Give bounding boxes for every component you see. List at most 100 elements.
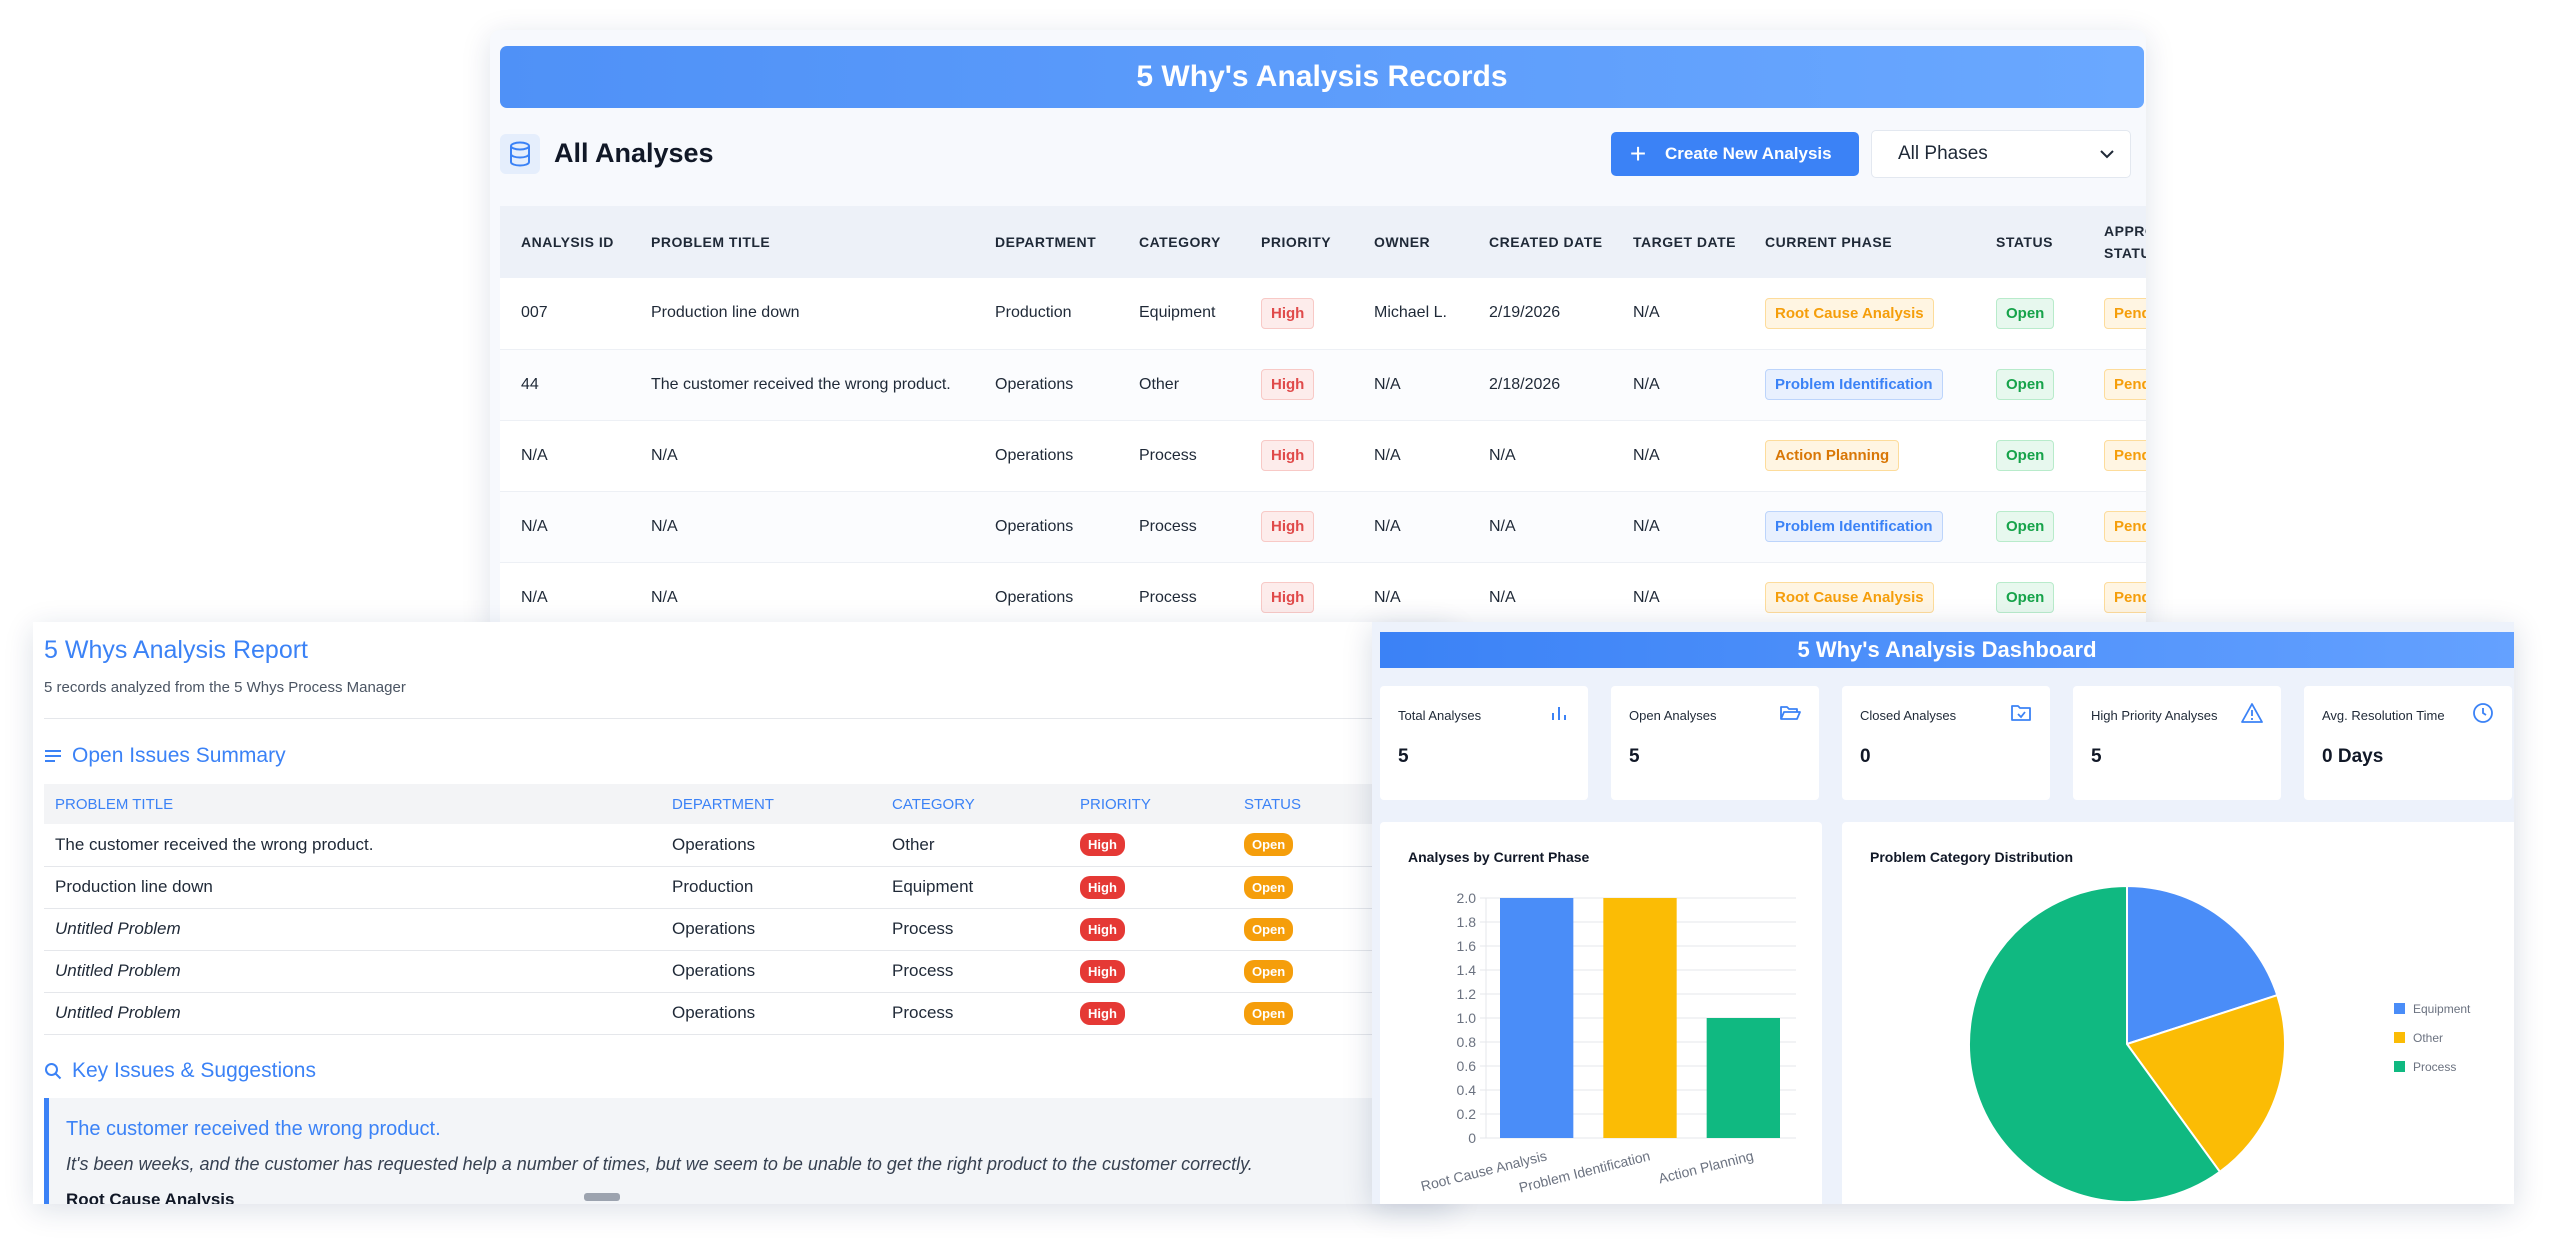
- kpi-total-analyses: Total Analyses 5: [1380, 686, 1588, 800]
- bar[interactable]: [1603, 898, 1677, 1138]
- open-issues-title: Open Issues Summary: [72, 744, 286, 767]
- column-header[interactable]: Current Phase: [1744, 206, 1975, 278]
- status-badge: Open: [1996, 511, 2055, 542]
- column-header[interactable]: Status: [1975, 206, 2083, 278]
- table-row[interactable]: N/A N/A Operations Process High N/A N/A N/A Prob…: [500, 491, 2146, 563]
- status-badge: Open: [1244, 833, 1294, 857]
- y-tick-label: 2.0: [1457, 890, 1477, 906]
- approval-cell: Pending: [2083, 491, 2146, 563]
- category-cell: Process: [881, 908, 1069, 951]
- scroll-thumb[interactable]: [584, 1193, 620, 1201]
- approval-cell: Pending: [2083, 349, 2146, 421]
- kpi-value: 5: [1398, 746, 1409, 767]
- column-header[interactable]: Analysis ID: [500, 206, 630, 278]
- open-issues-header-row: Problem Title Department Category Priority S…: [44, 784, 1444, 824]
- column-header[interactable]: Priority: [1240, 206, 1353, 278]
- callout-section-label: Root Cause Analysis: [66, 1190, 235, 1204]
- pie-slice[interactable]: [1968, 884, 2222, 1203]
- department-cell: Operations: [661, 950, 881, 993]
- y-tick-label: 0: [1468, 1130, 1476, 1146]
- kpi-label: Total Analyses: [1398, 708, 1482, 723]
- records-title: 5 Why's Analysis Records: [500, 46, 2144, 108]
- category-cell: Other: [1118, 349, 1240, 421]
- column-header[interactable]: Created Date: [1468, 206, 1612, 278]
- column-header[interactable]: Target Date: [1612, 206, 1744, 278]
- table-row[interactable]: 007 Production line down Production Equipme…: [500, 278, 2146, 350]
- phase-cell: Problem Identification: [1744, 491, 1975, 563]
- owner-cell: N/A: [1353, 491, 1468, 563]
- target-date-cell: N/A: [1612, 349, 1744, 421]
- status-cell: Open: [1975, 491, 2083, 563]
- created-date-cell: 2/19/2026: [1468, 278, 1612, 350]
- priority-badge: High: [1261, 369, 1315, 400]
- kpi-avg-resolution: Avg. Resolution Time 0 Days: [2304, 686, 2512, 800]
- folder-check-icon: [2011, 705, 2031, 721]
- approval-cell: Pending: [2083, 420, 2146, 492]
- phase-filter-value: All Phases: [1898, 143, 1988, 164]
- status-badge: Open: [1996, 369, 2055, 400]
- problem-title-cell: Untitled Problem: [44, 992, 661, 1035]
- column-header[interactable]: Owner: [1353, 206, 1468, 278]
- analysis-id-cell: N/A: [500, 491, 630, 563]
- column-header[interactable]: Department: [974, 206, 1118, 278]
- table-row[interactable]: N/A N/A Operations Process High N/A N/A N/A Root…: [500, 562, 2146, 630]
- problem-title-cell: The customer received the wrong product.: [630, 349, 974, 421]
- issue-callout: The customer received the wrong product.…: [44, 1098, 1444, 1204]
- table-row[interactable]: N/A N/A Operations Process High N/A N/A N/A Acti…: [500, 420, 2146, 492]
- department-cell: Operations: [661, 908, 881, 951]
- kpi-value: 5: [1629, 746, 1640, 767]
- phase-filter-select[interactable]: All Phases: [1871, 130, 2131, 178]
- column-header[interactable]: Category: [1118, 206, 1240, 278]
- pie-slice[interactable]: [2126, 884, 2279, 1046]
- category-cell: Process: [881, 950, 1069, 993]
- category-cell: Other: [881, 824, 1069, 867]
- bar[interactable]: [1706, 1018, 1780, 1138]
- table-row: Production line down Production Equipment H…: [44, 866, 1444, 909]
- department-cell: Operations: [974, 562, 1118, 630]
- department-cell: Operations: [974, 491, 1118, 563]
- bar[interactable]: [1500, 898, 1574, 1138]
- department-cell: Production: [661, 866, 881, 909]
- priority-cell: High: [1069, 908, 1233, 951]
- category-cell: Process: [1118, 491, 1240, 563]
- column-header: Priority: [1069, 784, 1233, 824]
- category-cell: Process: [1118, 562, 1240, 630]
- phase-bar-chart-card: Analyses by Current Phase 0 0.2 0.4 0.6 0.8 1…: [1380, 822, 1822, 1204]
- key-issues-title: Key Issues & Suggestions: [72, 1059, 316, 1082]
- y-tick-label: 1.4: [1457, 962, 1477, 978]
- clock-icon: [2473, 703, 2493, 723]
- legend-label: Process: [2413, 1060, 2456, 1074]
- status-cell: Open: [1975, 278, 2083, 350]
- database-icon: [500, 134, 540, 174]
- category-cell: Process: [881, 992, 1069, 1035]
- report-subtitle: 5 records analyzed from the 5 Whys Proce…: [44, 679, 406, 696]
- status-badge: Open: [1996, 440, 2055, 471]
- table-row[interactable]: 44 The customer received the wrong produc…: [500, 349, 2146, 421]
- open-issues-table: Problem Title Department Category Priority S…: [44, 784, 1444, 1035]
- column-header[interactable]: Approval Status: [2083, 206, 2146, 278]
- kpi-value: 0: [1860, 746, 1871, 767]
- priority-badge: High: [1080, 833, 1125, 857]
- priority-cell: High: [1240, 491, 1353, 563]
- callout-description: It's been weeks, and the customer has re…: [66, 1154, 1253, 1174]
- create-analysis-button[interactable]: + Create New Analysis: [1611, 132, 1859, 176]
- owner-cell: N/A: [1353, 349, 1468, 421]
- legend-swatch: [2394, 1061, 2405, 1072]
- pie-slice[interactable]: [2125, 993, 2286, 1174]
- column-header: Department: [661, 784, 881, 824]
- analysis-id-cell: N/A: [500, 562, 630, 630]
- priority-badge: High: [1261, 511, 1315, 542]
- column-header[interactable]: Problem Title: [630, 206, 974, 278]
- phase-badge: Problem Identification: [1765, 369, 1943, 400]
- kpi-label: Open Analyses: [1629, 708, 1717, 723]
- y-tick-label: 1.0: [1457, 1010, 1477, 1026]
- priority-cell: High: [1240, 278, 1353, 350]
- priority-cell: High: [1240, 349, 1353, 421]
- kpi-value: 5: [2091, 746, 2102, 767]
- department-cell: Operations: [661, 824, 881, 867]
- approval-badge: Pending: [2104, 582, 2146, 613]
- chevron-down-icon: [2100, 150, 2114, 159]
- priority-badge: High: [1080, 875, 1125, 899]
- problem-title-cell: Production line down: [630, 278, 974, 350]
- y-tick-label: 0.2: [1457, 1106, 1477, 1122]
